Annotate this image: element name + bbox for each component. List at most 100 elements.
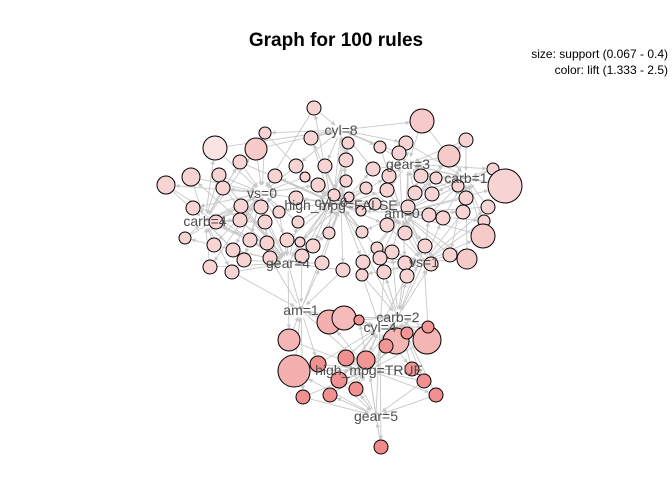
edge [205, 159, 215, 214]
edge [292, 316, 299, 330]
item-label-am-1: am=1 [283, 302, 319, 318]
edge [363, 280, 379, 321]
item-label-gear-3: gear=3 [386, 156, 430, 172]
edge [335, 373, 364, 392]
edge [281, 178, 334, 203]
rule-node [355, 254, 371, 270]
rule-node [353, 314, 365, 326]
rule-node [455, 204, 471, 220]
edge [382, 396, 430, 415]
rule-node [348, 381, 364, 397]
edge [237, 274, 295, 307]
edge [408, 238, 421, 257]
edge [381, 384, 419, 412]
rule-nodes [156, 100, 523, 455]
edge [408, 199, 460, 213]
edge [468, 184, 483, 216]
edge [390, 195, 399, 208]
edge [271, 129, 334, 135]
rule-node [279, 232, 295, 248]
rule-node [277, 328, 301, 352]
edge [309, 398, 370, 416]
edge [401, 212, 425, 263]
rule-node [314, 255, 330, 271]
rule-node [257, 214, 273, 230]
rule-node [437, 144, 461, 168]
edge [429, 224, 480, 258]
rule-node [299, 171, 311, 183]
rule-node [373, 140, 387, 154]
rule-node [339, 174, 353, 188]
edge [269, 184, 311, 193]
edges [172, 112, 489, 441]
edge [257, 159, 263, 186]
edge [363, 321, 374, 326]
rule-node [435, 210, 451, 226]
edge [401, 220, 406, 227]
edge [324, 330, 374, 361]
rule-node [288, 158, 304, 174]
edge [378, 334, 384, 440]
rule-node [215, 180, 231, 196]
item-labels: cyl=8 gear=3 carb=1 vs=0 high_mpg=FALSE … [183, 122, 487, 424]
rule-node [355, 225, 369, 239]
edge [230, 187, 255, 193]
rule-node [317, 158, 333, 174]
rule-node [355, 205, 367, 217]
edge [243, 167, 258, 188]
edge [268, 178, 301, 192]
rule-node [272, 205, 286, 219]
edge [325, 364, 362, 371]
item-label-cyl-4: cyl=4 [363, 319, 396, 335]
edge [371, 191, 396, 209]
rule-node [258, 126, 272, 140]
rule-node [337, 349, 355, 367]
edge [348, 131, 400, 143]
item-label-cyl-8: cyl=8 [324, 122, 357, 138]
rule-node [470, 223, 496, 249]
rule-node [331, 305, 357, 331]
rule-node [487, 168, 523, 204]
rule-node [232, 154, 248, 170]
rule-node [208, 214, 224, 230]
edge [411, 146, 460, 175]
rule-node [407, 185, 423, 201]
edge [366, 209, 395, 214]
graph-title: Graph for 100 rules [249, 30, 423, 51]
edge [321, 190, 327, 197]
rule-node [288, 190, 304, 206]
edge [404, 318, 423, 326]
rule-node [236, 252, 252, 268]
edge [271, 247, 283, 259]
rule-node [185, 200, 201, 216]
rule-node [378, 338, 394, 354]
rule-node [480, 199, 496, 215]
edge [276, 257, 282, 263]
rule-node [424, 186, 440, 202]
edge [407, 163, 467, 180]
rule-node [458, 132, 474, 148]
edge [340, 212, 345, 263]
edge [338, 200, 370, 205]
edge [292, 206, 326, 236]
edge [225, 177, 256, 191]
edge [348, 202, 369, 207]
edge [284, 203, 324, 213]
edge [375, 346, 415, 367]
edge [286, 270, 292, 329]
edge [348, 120, 410, 130]
rule-node [399, 268, 415, 284]
edge [399, 282, 407, 310]
rule-node [391, 145, 407, 161]
rule-node [379, 217, 395, 233]
rule-node [400, 199, 416, 215]
edge [291, 246, 298, 257]
edge [269, 192, 290, 198]
rule-node [303, 130, 319, 146]
edge [315, 209, 329, 240]
rule-node [233, 198, 249, 214]
edge [376, 367, 406, 372]
edge [199, 194, 255, 208]
edge [306, 274, 339, 306]
